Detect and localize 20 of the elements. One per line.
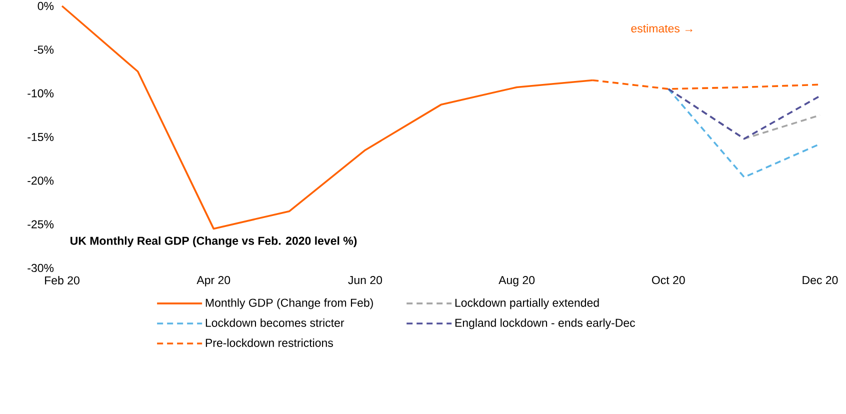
- x-tick-label: Jun 20: [348, 276, 382, 284]
- x-tick-label: Dec 20: [802, 276, 838, 284]
- y-tick-label: -25%: [28, 220, 54, 228]
- x-tick-label: Aug 20: [498, 276, 535, 286]
- x-tick-label: Oct 20: [652, 276, 685, 284]
- legend-label: England lockdown - ends early-Dec: [455, 318, 636, 330]
- y-tick-label: -30%: [28, 264, 54, 272]
- legend-label: Lockdown partially extended: [455, 298, 599, 310]
- x-tick-label: Apr 20: [196, 276, 230, 286]
- legend-label: Lockdown becomes stricter: [206, 318, 344, 327]
- annotation: estimates →: [631, 24, 692, 32]
- legend-label: Pre-lockdown restrictions: [206, 338, 333, 347]
- text: UK Monthly Real GDP (Change vs Feb. 2020 level %): [70, 236, 357, 248]
- y-tick-label: 0%: [38, 2, 54, 10]
- x-tick-label: Feb 20: [45, 276, 80, 284]
- legend-label: Monthly GDP (Change from Feb): [206, 298, 373, 310]
- y-tick-label: -15%: [28, 132, 54, 142]
- y-tick-label: -20%: [28, 176, 54, 185]
- y-tick-label: -5%: [34, 46, 54, 54]
- y-tick-label: -10%: [28, 89, 54, 98]
